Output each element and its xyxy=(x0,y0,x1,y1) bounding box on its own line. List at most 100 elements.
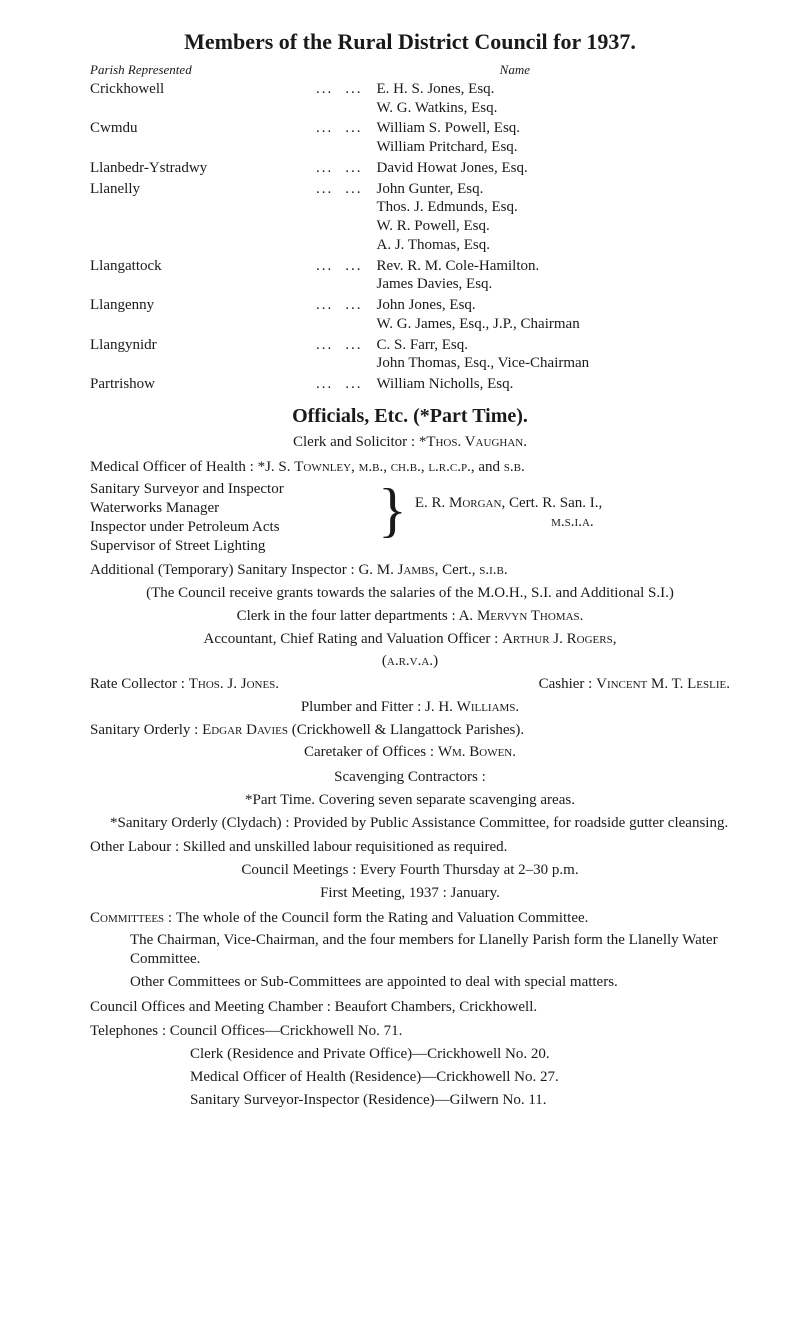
parish-row: Crickhowell......E. H. S. Jones, Esq.W. … xyxy=(90,80,730,118)
clerk-name: *Thos. Vaughan. xyxy=(419,434,527,450)
page-title: Members of the Rural District Council fo… xyxy=(90,28,730,56)
leader-dots: ... xyxy=(339,80,376,99)
member-name: David Howat Jones, Esq. xyxy=(377,159,731,178)
committees-body: The whole of the Council form the Rating… xyxy=(176,910,589,926)
moh-line: Medical Officer of Health : *J. S. Townl… xyxy=(90,458,730,477)
parish-members: E. H. S. Jones, Esq.W. G. Watkins, Esq. xyxy=(377,80,731,118)
member-name: John Jones, Esq. xyxy=(377,296,731,315)
member-name: John Thomas, Esq., Vice-Chairman xyxy=(377,354,731,373)
orderly-line: Sanitary Orderly : Edgar Davies (Crickho… xyxy=(90,721,730,740)
rate-collector: Rate Collector : Thos. J. Jones. xyxy=(90,675,279,694)
colhead-parish: Parish Represented xyxy=(90,62,192,78)
member-name: C. S. Farr, Esq. xyxy=(377,336,731,355)
tel-line-3: Sanitary Surveyor-Inspector (Residence)—… xyxy=(90,1091,730,1110)
parish-name: Cwmdu xyxy=(90,119,310,138)
brace-role: Supervisor of Street Lighting xyxy=(90,537,370,556)
brace-icon: } xyxy=(370,480,415,555)
committees-p3: Other Committees or Sub-Committees are a… xyxy=(90,973,730,992)
leader-dots: ... xyxy=(310,375,339,394)
moh-text: Medical Officer of Health : *J. S. Townl… xyxy=(90,459,525,475)
leader-dots: ... xyxy=(310,180,339,199)
additional-inspector: Additional (Temporary) Sanitary Inspecto… xyxy=(90,561,730,580)
telephones-block: Telephones : Council Offices—Crickhowell… xyxy=(90,1022,730,1041)
grants-note: (The Council receive grants towards the … xyxy=(90,584,730,603)
council-meetings: Council Meetings : Every Fourth Thursday… xyxy=(90,861,730,880)
clerk-label: Clerk and Solicitor : xyxy=(293,434,419,450)
first-meeting: First Meeting, 1937 : January. xyxy=(90,884,730,903)
parish-name: Llangenny xyxy=(90,296,310,315)
parish-members: Rev. R. M. Cole-Hamilton.James Davies, E… xyxy=(377,257,731,295)
leader-dots: ... xyxy=(339,375,376,394)
officials-heading: Officials, Etc. (*Part Time). xyxy=(90,404,730,429)
member-name: John Gunter, Esq. xyxy=(377,180,731,199)
leader-dots: ... xyxy=(339,296,376,315)
parish-members: John Gunter, Esq.Thos. J. Edmunds, Esq.W… xyxy=(377,180,731,255)
scavenging-part-time: *Part Time. Covering seven separate scav… xyxy=(90,791,730,810)
parish-row: Llangynidr......C. S. Farr, Esq.John Tho… xyxy=(90,336,730,374)
column-headings: Parish Represented Name xyxy=(90,62,730,78)
member-name: William S. Powell, Esq. xyxy=(377,119,731,138)
cashier: Cashier : Vincent M. T. Leslie. xyxy=(539,675,730,694)
leader-dots: ... xyxy=(339,180,376,199)
parish-row: Llanbedr-Ystradwy......David Howat Jones… xyxy=(90,159,730,178)
rate-cashier-line: Rate Collector : Thos. J. Jones. Cashier… xyxy=(90,675,730,694)
leader-dots: ... xyxy=(339,159,376,178)
parish-name: Llangynidr xyxy=(90,336,310,355)
brace-right-line2: m.s.i.a. xyxy=(415,513,730,532)
clerk-solicitor-line: Clerk and Solicitor : *Thos. Vaughan. xyxy=(90,433,730,452)
scavenging-sanitary: *Sanitary Orderly (Clydach) : Provided b… xyxy=(90,814,730,833)
committees-p2: The Chairman, Vice-Chairman, and the fou… xyxy=(90,931,730,969)
leader-dots: ... xyxy=(310,119,339,138)
member-name: W. G. James, Esq., J.P., Chairman xyxy=(377,315,731,334)
member-name: W. R. Powell, Esq. xyxy=(377,217,731,236)
clerk-four-depts: Clerk in the four latter departments : A… xyxy=(90,607,730,626)
parish-list: Crickhowell......E. H. S. Jones, Esq.W. … xyxy=(90,80,730,394)
tel-line-1: Clerk (Residence and Private Office)—Cri… xyxy=(90,1045,730,1064)
parish-row: Cwmdu......William S. Powell, Esq.Willia… xyxy=(90,119,730,157)
accountant-creds: (a.r.v.a.) xyxy=(90,652,730,671)
brace-role: Inspector under Petroleum Acts xyxy=(90,518,370,537)
member-name: A. J. Thomas, Esq. xyxy=(377,236,731,255)
parish-row: Llangattock......Rev. R. M. Cole-Hamilto… xyxy=(90,257,730,295)
leader-dots: ... xyxy=(310,296,339,315)
tel-line-0: Council Offices—Crickhowell No. 71. xyxy=(170,1023,403,1039)
brace-right-name: E. R. Morgan, Cert. R. San. I., m.s.i.a. xyxy=(415,480,730,555)
leader-dots: ... xyxy=(310,336,339,355)
parish-members: C. S. Farr, Esq.John Thomas, Esq., Vice-… xyxy=(377,336,731,374)
member-name: Thos. J. Edmunds, Esq. xyxy=(377,198,731,217)
parish-name: Crickhowell xyxy=(90,80,310,99)
member-name: W. G. Watkins, Esq. xyxy=(377,99,731,118)
colhead-name: Name xyxy=(500,62,730,78)
caretaker-line: Caretaker of Offices : Wm. Bowen. xyxy=(90,743,730,762)
member-name: William Nicholls, Esq. xyxy=(377,375,731,394)
brace-role: Sanitary Surveyor and Inspector xyxy=(90,480,370,499)
telephones-label: Telephones : xyxy=(90,1023,170,1039)
leader-dots: ... xyxy=(310,257,339,276)
scavenging-head: Scavenging Contractors : xyxy=(90,768,730,787)
member-name: William Pritchard, Esq. xyxy=(377,138,731,157)
parish-row: Llangenny......John Jones, Esq.W. G. Jam… xyxy=(90,296,730,334)
leader-dots: ... xyxy=(339,119,376,138)
accountant-line: Accountant, Chief Rating and Valuation O… xyxy=(90,630,730,649)
tel-line-2: Medical Officer of Health (Residence)—Cr… xyxy=(90,1068,730,1087)
leader-dots: ... xyxy=(339,257,376,276)
parish-name: Llanelly xyxy=(90,180,310,199)
offices-line: Council Offices and Meeting Chamber : Be… xyxy=(90,998,730,1017)
leader-dots: ... xyxy=(310,80,339,99)
other-labour: Other Labour : Skilled and unskilled lab… xyxy=(90,838,730,857)
member-name: E. H. S. Jones, Esq. xyxy=(377,80,731,99)
parish-members: John Jones, Esq.W. G. James, Esq., J.P.,… xyxy=(377,296,731,334)
parish-row: Llanelly......John Gunter, Esq.Thos. J. … xyxy=(90,180,730,255)
brace-left-roles: Sanitary Surveyor and InspectorWaterwork… xyxy=(90,480,370,555)
plumber-line: Plumber and Fitter : J. H. Williams. xyxy=(90,698,730,717)
brace-role: Waterworks Manager xyxy=(90,499,370,518)
parish-members: David Howat Jones, Esq. xyxy=(377,159,731,178)
parish-members: William Nicholls, Esq. xyxy=(377,375,731,394)
brace-block: Sanitary Surveyor and InspectorWaterwork… xyxy=(90,480,730,555)
committees-label: Committees : xyxy=(90,910,176,926)
member-name: Rev. R. M. Cole-Hamilton. xyxy=(377,257,731,276)
page: Members of the Rural District Council fo… xyxy=(0,0,800,1337)
parish-name: Llanbedr-Ystradwy xyxy=(90,159,310,178)
leader-dots: ... xyxy=(339,336,376,355)
leader-dots: ... xyxy=(310,159,339,178)
